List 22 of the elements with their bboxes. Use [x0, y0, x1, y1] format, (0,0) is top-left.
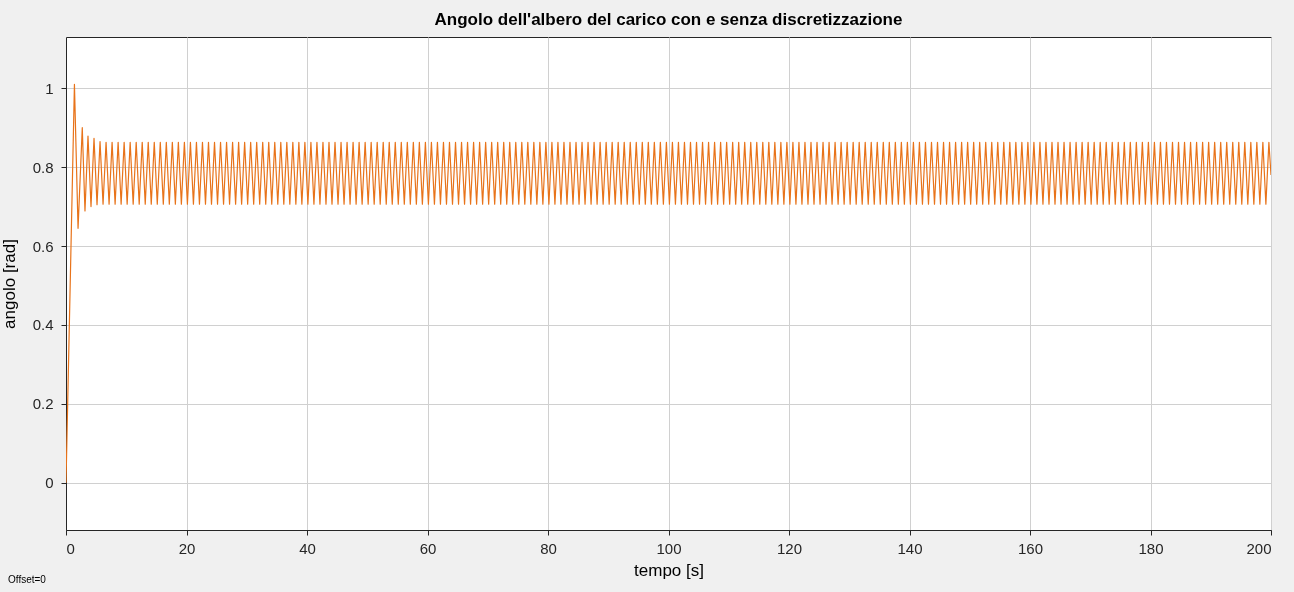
y-tick-label: 0 — [45, 474, 54, 492]
x-tick-label: 100 — [656, 539, 682, 557]
y-tick-label: 0.8 — [32, 158, 54, 176]
text: Offset=0 — [8, 574, 47, 585]
y-axis-title: angolo [rad] — [0, 239, 19, 329]
x-tick-label: 160 — [1017, 539, 1044, 557]
x-tick-label: 180 — [1138, 539, 1164, 557]
x-tick-label: 0 — [66, 539, 75, 557]
x-tick-label: 20 — [178, 539, 196, 557]
x-tick-label: 60 — [419, 539, 437, 557]
y-tick-label: 1 — [45, 79, 54, 97]
x-axis-title: tempo [s] — [634, 560, 704, 580]
x-tick-label: 120 — [776, 539, 803, 557]
chart-title: Angolo dell'albero del carico con e senza discretizzazione — [434, 10, 903, 29]
y-tick-label: 0.2 — [32, 395, 54, 413]
x-tick-label: 200 — [1246, 539, 1272, 557]
y-tick-label: 0.6 — [32, 237, 54, 255]
x-tick-label: 40 — [299, 539, 316, 557]
x-tick-label: 80 — [540, 539, 557, 557]
x-tick-label: 140 — [897, 539, 923, 557]
y-tick-label: 0.4 — [32, 316, 54, 334]
line-series — [66, 83, 1271, 484]
